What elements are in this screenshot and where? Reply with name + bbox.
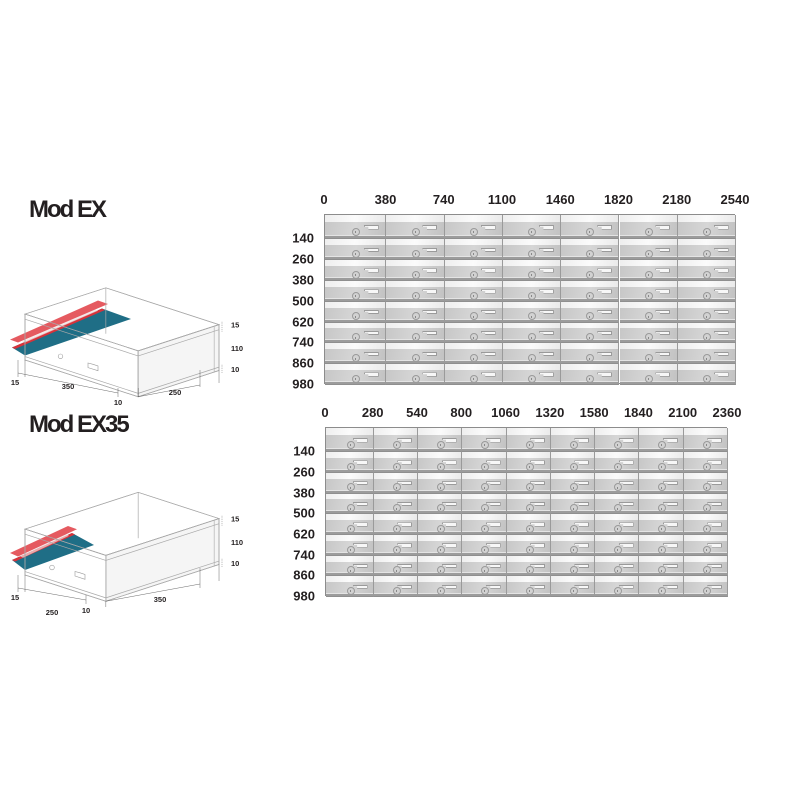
svg-text:110: 110 <box>231 538 243 547</box>
svg-text:10: 10 <box>231 559 239 568</box>
svg-text:350: 350 <box>62 382 75 391</box>
svg-text:15: 15 <box>231 321 239 330</box>
svg-text:15: 15 <box>231 515 239 524</box>
svg-text:10: 10 <box>114 398 122 407</box>
svg-text:350: 350 <box>154 595 167 604</box>
svg-text:15: 15 <box>11 378 19 387</box>
svg-text:110: 110 <box>231 344 243 353</box>
svg-text:250: 250 <box>169 388 182 397</box>
svg-text:250: 250 <box>46 608 59 617</box>
svg-text:10: 10 <box>82 606 90 615</box>
svg-text:10: 10 <box>231 365 239 374</box>
svg-text:15: 15 <box>11 593 19 602</box>
